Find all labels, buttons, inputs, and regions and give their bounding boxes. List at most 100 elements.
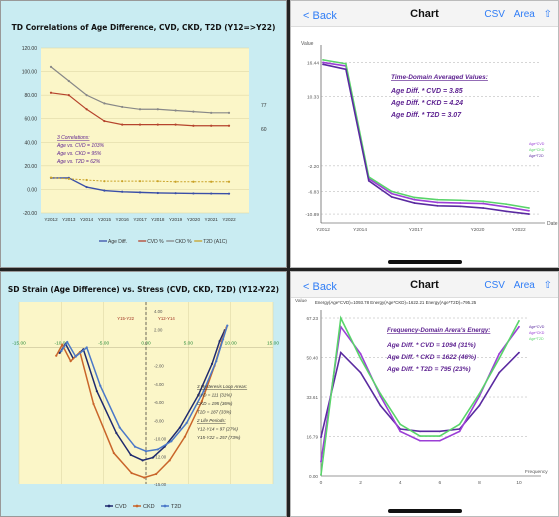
y-tick-label: 67.23: [307, 316, 319, 321]
data-point: [322, 61, 324, 64]
data-point: [66, 340, 69, 344]
x-tick-label: Y2012: [316, 227, 330, 233]
data-point: [210, 111, 213, 114]
annotation-line: Age Diff. * T2D = 3.07: [390, 112, 462, 119]
data-point: [482, 202, 485, 205]
y-tick-label: 16.79: [307, 435, 319, 440]
annotation-line: T2D = 187 (33%): [197, 410, 232, 415]
data-point: [185, 421, 188, 425]
y-tick-label: 20.00: [24, 164, 37, 170]
data-point: [505, 206, 508, 208]
data-point: [419, 435, 421, 437]
data-point: [227, 111, 231, 114]
data-point: [227, 180, 231, 183]
data-point: [138, 180, 142, 183]
data-point: [174, 192, 177, 195]
y-tick-label: -2.00: [154, 364, 164, 369]
y-tick-label: 80.00: [24, 93, 37, 99]
data-point: [69, 360, 72, 363]
annotation-line: Age Diff. * CVD = 3.85: [390, 88, 463, 95]
data-point: [210, 362, 214, 365]
data-point: [121, 180, 124, 183]
data-point: [74, 355, 77, 358]
share-icon[interactable]: ⇧: [543, 280, 552, 291]
data-point: [174, 123, 177, 126]
y-tick-label: 33.61: [307, 395, 319, 400]
data-point: [200, 400, 203, 403]
annotation-line: Age Diff. * CKD = 4.24: [390, 100, 463, 107]
annotation-line: CKD = 195 (36%): [197, 401, 233, 406]
area-button[interactable]: Area: [513, 9, 535, 20]
annotation-line: Age Diff. * CVD = 1094 (31%): [386, 342, 476, 349]
data-point: [367, 179, 370, 182]
y-tick-label: 50.40: [307, 356, 319, 361]
data-point: [320, 460, 322, 463]
back-button[interactable]: < Back: [303, 10, 337, 22]
data-point: [505, 203, 508, 206]
td-correlation-chart-panel: TD Correlations of Age Difference, CVD, …: [0, 0, 287, 268]
y-tick-label: 16.44: [307, 60, 319, 66]
x-tick-label: Y2021: [205, 217, 219, 222]
data-point: [390, 190, 393, 193]
data-point: [436, 204, 439, 207]
y-axis-label: Value: [301, 41, 314, 47]
data-point: [344, 68, 347, 71]
data-point: [138, 191, 142, 194]
x-tick-label: 0: [320, 480, 323, 486]
chart-title: SD Strain (Age Difference) vs. Stress (C…: [7, 285, 280, 294]
x-tick-label: 6: [438, 480, 441, 486]
data-point: [438, 430, 441, 433]
data-point: [218, 340, 221, 343]
data-point: [210, 180, 213, 183]
frequency-domain-chart: Energy(Age*CVD)=1093.78 Energy(Age*CKD)=…: [295, 298, 548, 486]
data-point: [390, 192, 393, 195]
data-point: [178, 426, 181, 429]
y-tick-label: 10.33: [307, 94, 319, 100]
data-point: [359, 352, 362, 355]
data-point: [49, 65, 53, 68]
data-point: [498, 352, 501, 355]
share-icon[interactable]: ⇧: [543, 9, 552, 20]
x-tick-label: -5.00: [98, 341, 109, 347]
x-tick-label: Y2014: [353, 227, 367, 233]
back-button[interactable]: < Back: [303, 281, 337, 293]
nav-bar: < Back Chart CSV Area ⇧: [291, 272, 558, 298]
data-point: [202, 390, 205, 393]
data-point: [459, 199, 462, 202]
data-point: [118, 426, 121, 429]
data-point: [121, 105, 124, 109]
csv-button[interactable]: CSV: [484, 9, 505, 20]
data-point: [320, 473, 322, 476]
data-point: [92, 402, 95, 406]
data-point: [61, 343, 64, 346]
data-point: [155, 472, 158, 476]
data-point: [226, 324, 229, 327]
legend-label: CVD %: [147, 239, 164, 245]
x-axis-label: Date: [547, 221, 558, 227]
series-line: [322, 61, 530, 212]
td-correlation-chart: -20.00 0.00 20.00 40.00 60.00 80.00 100.00 120.…: [22, 46, 267, 245]
data-point: [60, 350, 63, 353]
annotation-line: Age vs. CKD = 95%: [56, 151, 102, 157]
y-tick-label: -6.83: [308, 190, 319, 196]
data-point: [103, 189, 106, 192]
data-point: [170, 440, 173, 443]
csv-button[interactable]: CSV: [484, 280, 505, 291]
data-point: [85, 346, 88, 349]
x-tick-label: Y2018: [151, 217, 165, 222]
y-tick-label: -8.00: [154, 418, 164, 423]
data-point: [458, 423, 461, 426]
area-button[interactable]: Area: [513, 280, 535, 291]
data-point: [55, 354, 58, 357]
x-tick-label: Y2022: [222, 217, 236, 222]
right-label: 60: [261, 127, 267, 133]
data-point: [505, 210, 508, 213]
legend-label: Age Diff.: [108, 239, 127, 245]
data-point: [227, 124, 231, 127]
data-point: [130, 471, 133, 475]
data-point: [192, 124, 195, 127]
data-point: [413, 198, 416, 201]
data-point: [103, 180, 106, 183]
home-indicator: [387, 509, 462, 513]
annotation-title: Time-Domain Averaged Values:: [391, 74, 488, 81]
